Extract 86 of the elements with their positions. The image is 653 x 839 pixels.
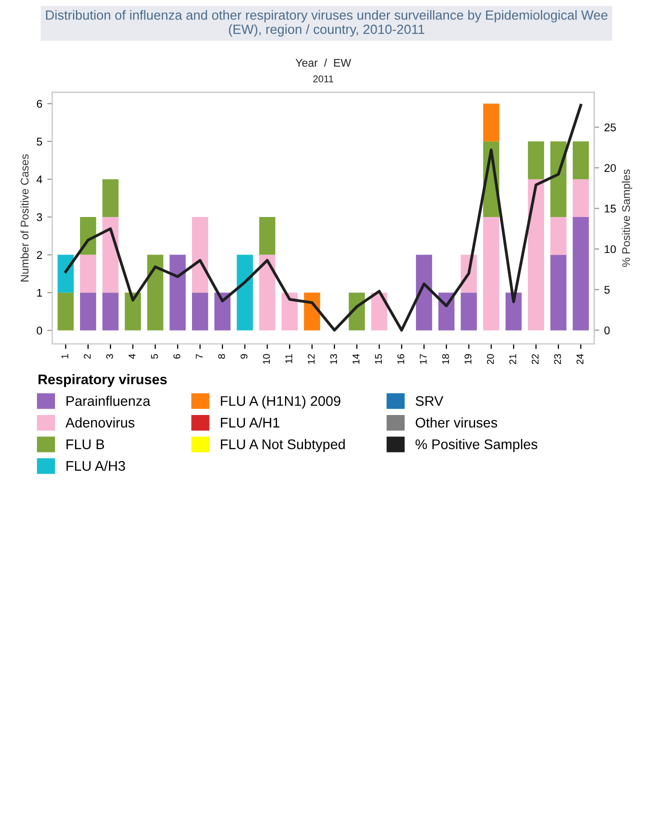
- y-tick-label: 1: [37, 288, 42, 297]
- x-tick-label: 8: [218, 354, 226, 359]
- legend-label: Other viruses: [416, 417, 498, 428]
- bar: [572, 141, 589, 180]
- y-tick-label: 3: [36, 213, 42, 222]
- x-tick-label: 22: [532, 354, 539, 364]
- x-axis-title: Year / EW: [296, 58, 352, 67]
- x-tick-label: 6: [173, 354, 180, 359]
- bar: [416, 254, 432, 330]
- bar: [282, 292, 298, 330]
- legend-title: Respiratory viruses: [38, 374, 167, 388]
- x-tick-label: 5: [151, 354, 158, 359]
- bar: [214, 292, 231, 330]
- bar: [259, 254, 276, 330]
- y-tick-label: 2: [36, 251, 42, 259]
- bar: [483, 217, 500, 330]
- y2-tick-label: 20: [604, 164, 616, 172]
- bar: [550, 141, 566, 218]
- bar: [192, 292, 208, 330]
- x-tick-label: 2: [84, 354, 91, 359]
- legend-label: SRV: [416, 396, 444, 406]
- bar: [80, 254, 96, 293]
- y2-tick-label: 5: [604, 286, 610, 294]
- x-tick-label: 4: [128, 354, 136, 359]
- y-tick-label: 6: [36, 100, 42, 108]
- legend-label: FLU A (H1N1) 2009: [220, 396, 340, 409]
- bar: [371, 292, 388, 330]
- y2-tick-label: 15: [604, 204, 616, 213]
- x-tick-label: 12: [308, 354, 315, 364]
- x-tick-label: 20: [486, 354, 494, 364]
- text: 2011: [313, 75, 334, 82]
- legend-label: Parainfluenza: [66, 396, 150, 406]
- chart-title: Distribution of influenza and other respiratory viruses under surveillance by Epidemiological Wee (EW), region / country, 2010-2011: [46, 10, 608, 37]
- x-tick-label: 15: [375, 354, 382, 364]
- legend-label: FLU A/H1: [220, 417, 280, 428]
- bar: [550, 217, 566, 255]
- legend-label: Adenovirus: [65, 417, 134, 428]
- bar: [550, 254, 566, 330]
- x-tick-label: 9: [240, 354, 248, 359]
- bar: [528, 141, 544, 180]
- y-tick-label: 5: [36, 138, 42, 146]
- bar: [348, 292, 365, 330]
- x-tick-label: 18: [442, 354, 450, 364]
- y2-axis-title: % Positive Samples: [622, 169, 632, 267]
- y2-tick-label: 10: [604, 245, 616, 254]
- bar: [460, 292, 477, 330]
- bar: [192, 217, 208, 293]
- x-tick-label: 7: [196, 354, 203, 359]
- x-tick-label: 24: [576, 354, 584, 364]
- y-axis-title: Number of Positive Cases: [20, 154, 29, 282]
- x-tick-label: 13: [330, 354, 338, 364]
- bar: [58, 254, 74, 293]
- bar: [102, 292, 119, 330]
- x-tick-label: 11: [285, 354, 292, 364]
- y2-tick-label: 25: [604, 123, 616, 132]
- bar: [147, 254, 164, 330]
- x-tick-label: 14: [352, 354, 360, 364]
- bar: [506, 292, 522, 330]
- bar: [259, 217, 276, 255]
- bar: [102, 217, 119, 293]
- legend-label: FLU A/H3: [66, 460, 126, 471]
- x-tick-label: 3: [106, 354, 114, 359]
- bar: [80, 292, 96, 330]
- x-tick-label: 1: [62, 354, 68, 358]
- legend-label: % Positive Samples: [416, 439, 538, 452]
- y2-tick-label: 0: [604, 326, 610, 334]
- bar: [58, 292, 74, 330]
- y-tick-label: 0: [36, 326, 42, 335]
- bar: [236, 254, 253, 330]
- line-series: [64, 104, 582, 332]
- legend-label: FLU A Not Subtyped: [220, 439, 345, 452]
- bar: [170, 254, 186, 330]
- x-tick-label: 16: [397, 354, 404, 364]
- bar: [572, 217, 589, 330]
- x-tick-label: 10: [262, 354, 270, 364]
- bar: [572, 179, 589, 218]
- x-tick-label: 23: [554, 354, 562, 364]
- bar: [102, 179, 119, 218]
- bar: [483, 104, 500, 142]
- bar: [124, 292, 141, 330]
- x-tick-label: 17: [420, 354, 427, 364]
- x-tick-label: 19: [464, 354, 472, 364]
- x-tick-label: 21: [509, 354, 516, 364]
- legend-label: FLU B: [66, 440, 104, 450]
- bar: [528, 179, 544, 330]
- y-tick-label: 4: [36, 176, 42, 184]
